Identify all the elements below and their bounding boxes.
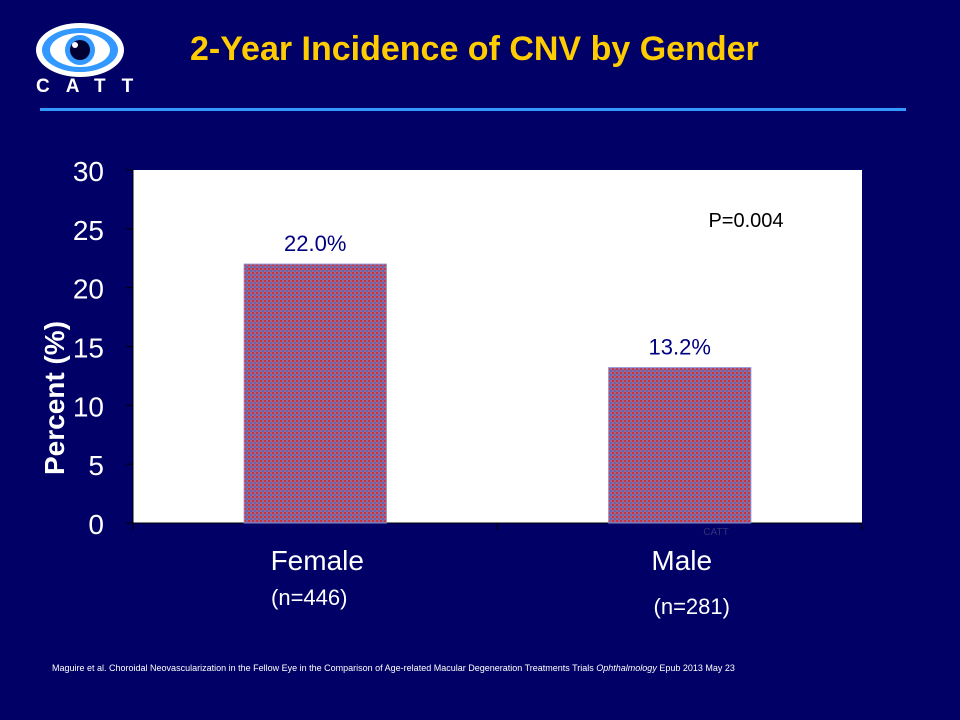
x-sample-size-label: (n=446)	[271, 585, 347, 610]
bar-female	[243, 263, 387, 524]
y-tick-label: 15	[73, 333, 104, 364]
y-tick-label: 30	[73, 156, 104, 187]
logo-text: CATT	[36, 76, 150, 97]
y-tick-label: 0	[88, 509, 104, 540]
citation-text: Maguire et al. Choroidal Neovascularizat…	[52, 663, 597, 673]
x-sample-size-label: (n=281)	[654, 594, 730, 619]
slide-title: 2-Year Incidence of CNV by Gender	[190, 30, 759, 68]
y-tick-label: 20	[73, 274, 104, 305]
bar-chart: 0 5 10 15 20 25 30 22.0% Female (n=446) 13.2% Male…	[39, 156, 863, 619]
citation-journal: Ophthalmology	[596, 663, 657, 673]
y-axis-label: Percent (%)	[39, 321, 70, 475]
watermark-text: CATT	[703, 527, 728, 538]
p-value-annotation: P=0.004	[708, 210, 783, 232]
bar-male	[608, 367, 752, 524]
data-label: 22.0%	[284, 231, 346, 256]
x-tick-label: Male	[651, 545, 712, 576]
catt-logo-eye-icon	[36, 23, 124, 77]
citation-date: Epub 2013 May 23	[656, 663, 735, 673]
y-tick-label: 5	[88, 450, 104, 481]
citation-footnote: Maguire et al. Choroidal Neovascularizat…	[52, 663, 932, 673]
title-divider	[40, 108, 906, 111]
x-tick-label: Female	[271, 545, 364, 576]
data-label: 13.2%	[649, 335, 711, 360]
y-tick-label: 10	[73, 391, 104, 422]
y-tick-label: 25	[73, 215, 104, 246]
